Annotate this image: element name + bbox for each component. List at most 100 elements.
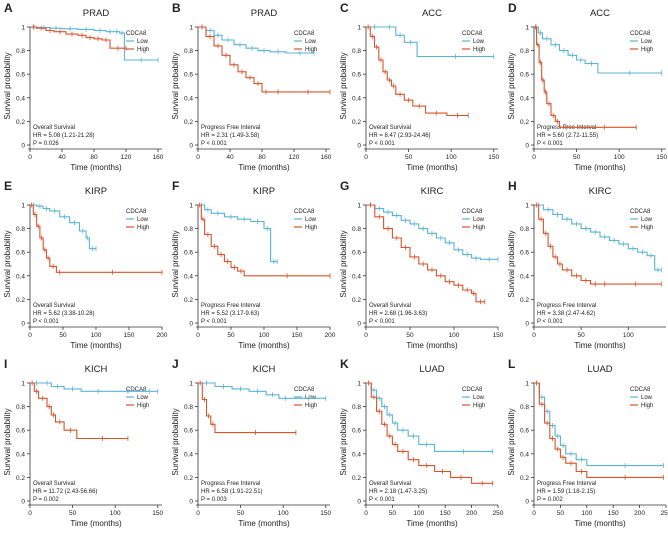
x-axis-label: Time (months) [70,519,122,528]
y-tick-label: 1 [525,381,529,388]
y-axis-label: Survival probability [171,52,180,119]
y-axis-label: Survival probability [507,230,516,297]
x-axis-label: Time (months) [406,341,458,350]
y-tick-label: 0.4 [184,273,193,280]
hazard-ratio: HR = 11.72 (2.43-56.66) [33,489,97,495]
hazard-ratio: HR = 2.18 (1.47-3.25) [369,489,427,495]
chart-title: KIRP [253,186,275,197]
p-value: P < 0.001 [369,319,395,325]
y-tick-label: 0 [189,499,193,506]
y-tick-label: 0.8 [184,404,193,411]
y-axis-label: Survival probability [339,230,348,297]
km-curve-high [366,382,493,484]
panel-k: K LUAD 0 0.2 0.4 0.6 0.8 1 0 50 100 150 200 250 Surviv… [339,357,504,528]
analysis-type: Progress Free Interval [537,303,596,309]
x-axis-label: Time (months) [238,341,290,350]
x-tick-label: 100 [446,154,457,161]
x-axis-label: Time (months) [406,163,458,172]
x-tick-label: 50 [557,510,565,517]
y-tick-label: 0.6 [16,428,25,435]
x-tick-label: 0 [28,510,32,517]
km-curve-high [30,26,126,49]
legend-label-low: Low [641,217,653,223]
x-tick-label: 0 [532,332,536,339]
y-tick-label: 0.6 [184,428,193,435]
x-tick-label: 150 [493,332,504,339]
x-tick-label: 80 [258,154,266,161]
y-tick-label: 0.2 [16,119,25,126]
chart-title: ACC [422,8,442,19]
panel-letter: G [340,179,349,193]
panel-letter: C [340,1,349,15]
panel-j: J KICH 0 0.2 0.4 0.6 0.8 1 0 50 100 150 Survival pro… [171,357,332,528]
chart-title: KIRP [85,186,107,197]
analysis-type: Progress Free Interval [201,481,260,487]
legend-title: CDCA8 [126,209,147,215]
y-axis-label: Survival probability [171,230,180,297]
km-curve-low [366,26,494,58]
y-tick-label: 1 [357,381,361,388]
legend-label-low: Low [641,39,653,45]
y-tick-label: 0.4 [352,451,361,458]
legend-label-low: Low [473,217,485,223]
legend-label-low: Low [641,395,653,401]
x-tick-label: 100 [581,510,592,517]
hazard-ratio: HR = 5.08 (1.21-21.28) [33,133,95,139]
hazard-ratio: HR = 5.62 (3.38-10.28) [33,311,95,317]
legend-label-low: Low [473,39,485,45]
panel-e: E KIRP 0 0.2 0.4 0.6 0.8 1 0 50 100 150 200 Survival … [3,179,168,350]
chart-title: PRAD [83,8,110,19]
km-curve-low [198,382,326,399]
legend-title: CDCA8 [630,31,651,37]
x-tick-label: 50 [237,510,245,517]
hazard-ratio: HR = 5.60 (2.72-11.55) [537,133,598,139]
y-tick-label: 0.2 [520,297,529,304]
y-tick-label: 0.4 [184,451,193,458]
x-tick-label: 50 [389,510,397,517]
analysis-type: Progress Free Interval [201,303,260,309]
legend-label-low: Low [305,217,317,223]
legend-title: CDCA8 [294,387,315,393]
y-tick-label: 0 [525,499,529,506]
x-tick-label: 100 [91,332,102,339]
x-tick-label: 160 [321,154,332,161]
p-value: P = 0.002 [33,497,59,503]
y-tick-label: 0.6 [184,250,193,257]
x-tick-label: 100 [623,332,634,339]
y-tick-label: 0.2 [352,119,361,126]
panel-letter: H [508,179,517,193]
x-tick-label: 200 [466,510,477,517]
legend-title: CDCA8 [462,209,483,215]
y-tick-label: 0.4 [520,95,529,102]
y-tick-label: 0.4 [520,451,529,458]
x-tick-label: 0 [196,332,200,339]
legend-label-high: High [305,225,317,231]
y-axis-label: Survival probability [3,230,12,297]
analysis-type: Progress Free Interval [201,125,260,131]
p-value: P < 0.001 [369,141,395,147]
chart-title: LUAD [419,364,444,375]
hazard-ratio: HR = 3.38 (2.47-4.62) [537,311,595,317]
legend-title: CDCA8 [294,31,315,37]
chart-title: KIRC [421,186,444,197]
y-tick-label: 0.6 [16,72,25,79]
x-tick-label: 50 [578,332,586,339]
x-tick-label: 120 [289,154,300,161]
x-tick-label: 50 [406,332,414,339]
x-tick-label: 150 [440,510,451,517]
hazard-ratio: HR = 8.47 (2.93-24.46) [369,133,431,139]
y-tick-label: 1 [525,203,529,210]
x-tick-label: 40 [226,154,234,161]
x-tick-label: 40 [58,154,66,161]
y-axis-label: Survival probability [339,52,348,119]
x-axis-label: Time (months) [238,163,290,172]
analysis-type: Overall Survival [369,125,411,131]
analysis-type: Overall Survival [369,303,411,309]
p-value: P < 0.001 [537,141,563,147]
y-tick-label: 0.8 [184,48,193,55]
y-tick-label: 0.4 [184,95,193,102]
x-tick-label: 150 [656,154,667,161]
y-tick-label: 0.8 [16,48,25,55]
km-curve-high [198,26,330,93]
y-tick-label: 0 [525,143,529,150]
